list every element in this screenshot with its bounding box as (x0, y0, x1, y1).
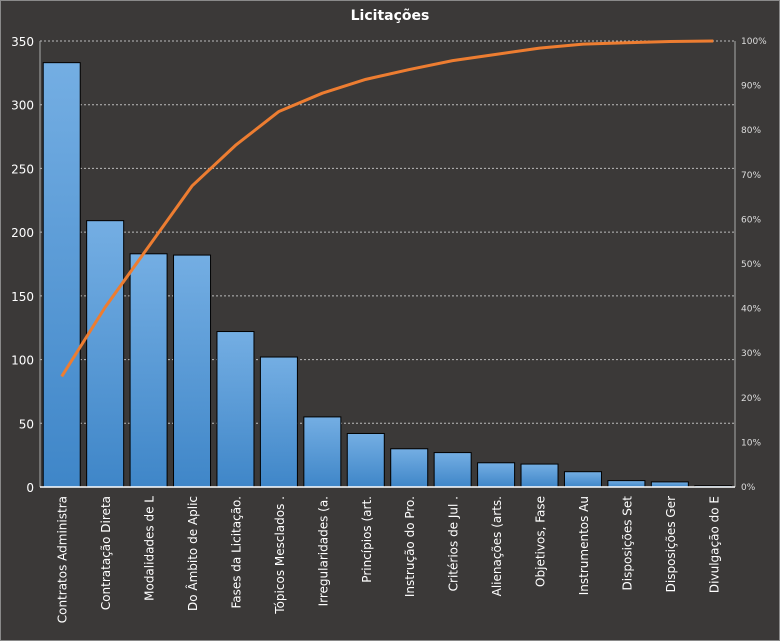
bar (607, 480, 646, 488)
bar (520, 463, 559, 488)
y2-tick-label: 40% (741, 305, 761, 315)
y2-tick-label: 0% (741, 483, 756, 493)
bar (303, 416, 342, 488)
x-tick-label: Tópicos Mesclados . (273, 496, 287, 615)
x-tick-label: Do Âmbito de Aplic (185, 496, 200, 611)
bar (433, 452, 472, 488)
bar (477, 462, 516, 488)
y-tick-label: 250 (11, 162, 34, 176)
x-tick-label: Contratação Direta (99, 496, 113, 610)
y-tick-label: 350 (11, 35, 34, 49)
x-tick-label: Divulgação do E (707, 496, 721, 593)
x-tick-label: Objetivos, Fase (534, 496, 548, 587)
y2-tick-label: 20% (741, 394, 761, 404)
y2-tick-label: 70% (741, 171, 761, 181)
y2-tick-label: 60% (741, 215, 761, 225)
bar (86, 220, 125, 488)
x-tick-label: Princípios (art. (360, 496, 374, 583)
x-tick-label: Instrução do Pro. (403, 496, 417, 597)
x-tick-label: Instrumentos Au (577, 496, 591, 595)
bar (346, 432, 385, 488)
bar (216, 331, 255, 488)
y2-tick-label: 30% (741, 349, 761, 359)
y-tick-label: 0 (26, 481, 34, 495)
y-tick-label: 100 (11, 354, 34, 368)
y2-tick-label: 100% (741, 37, 767, 47)
bar (650, 481, 689, 488)
y-tick-label: 150 (11, 290, 34, 304)
y-tick-label: 300 (11, 99, 34, 113)
bar (173, 254, 212, 488)
x-tick-label: Irregularidades (a. (316, 496, 330, 606)
bar (129, 253, 168, 488)
x-tick-label: Fases da Licitação. (229, 496, 243, 609)
y-tick-label: 200 (11, 226, 34, 240)
x-tick-label: Disposições Ger (664, 496, 678, 592)
y-tick-label: 50 (19, 417, 34, 431)
x-tick-label: Critérios de Jul . (447, 496, 461, 591)
x-tick-label: Alienações (arts. (490, 496, 504, 596)
bar (259, 356, 298, 488)
bar (42, 62, 81, 488)
bar (563, 471, 602, 488)
y2-tick-label: 50% (741, 260, 761, 270)
x-tick-label: Contratos Administra (56, 496, 70, 623)
x-tick-label: Disposições Set (620, 496, 634, 591)
y2-tick-label: 10% (741, 438, 761, 448)
chart-title: Licitações (350, 8, 430, 24)
x-tick-label: Modalidades de L (143, 496, 157, 601)
y2-tick-label: 80% (741, 126, 761, 136)
cumulative-line (60, 39, 714, 378)
bar (390, 448, 429, 488)
y2-tick-label: 90% (741, 82, 761, 92)
